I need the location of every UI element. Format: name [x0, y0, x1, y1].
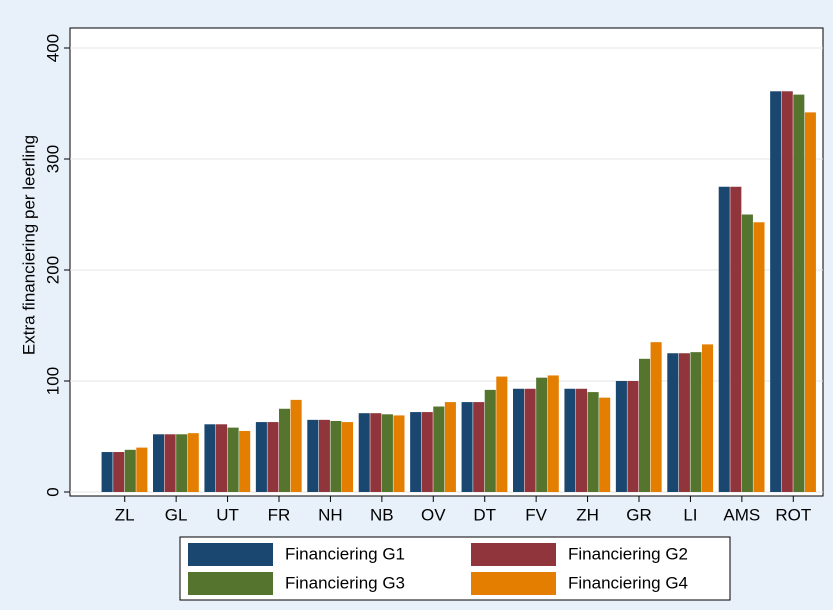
x-tick-label: DT [473, 505, 496, 524]
bar [718, 186, 730, 492]
bar [410, 412, 422, 492]
bar [421, 412, 433, 492]
x-tick-label: OV [421, 505, 446, 524]
bar [136, 447, 148, 492]
bar [615, 381, 627, 492]
y-tick-label: 200 [43, 256, 62, 284]
x-tick-label: LI [683, 505, 697, 524]
bar [576, 388, 588, 492]
bar [678, 353, 690, 492]
y-tick-label: 0 [43, 487, 62, 496]
bar [461, 402, 473, 492]
legend-swatch [471, 572, 556, 595]
legend-label: Financiering G4 [568, 573, 688, 592]
legend-swatch [471, 543, 556, 566]
bar [381, 414, 393, 492]
bar [741, 214, 753, 492]
x-tick-label: ROT [775, 505, 811, 524]
bar [730, 186, 742, 492]
bar [307, 419, 319, 492]
bar [255, 422, 267, 492]
bar [536, 377, 548, 492]
bar [473, 402, 485, 492]
x-tick-label: ZH [576, 505, 599, 524]
x-tick-label: GL [165, 505, 188, 524]
bar [358, 413, 370, 492]
bar [153, 434, 165, 492]
bar [164, 434, 176, 492]
legend-label: Financiering G3 [285, 573, 405, 592]
x-tick-label: FR [268, 505, 291, 524]
bar [599, 397, 611, 492]
bar [101, 452, 113, 492]
bar [318, 419, 330, 492]
legend-swatch [188, 572, 273, 595]
x-tick-label: AMS [723, 505, 760, 524]
bar [484, 389, 496, 492]
y-tick-label: 400 [43, 34, 62, 62]
bar [781, 91, 793, 492]
bar [770, 91, 782, 492]
legend-label: Financiering G2 [568, 544, 688, 563]
bar [267, 422, 279, 492]
bar [204, 424, 216, 492]
bar [444, 402, 456, 492]
bar [216, 424, 228, 492]
bar [433, 406, 445, 492]
y-tick-label: 300 [43, 145, 62, 173]
bar [804, 112, 816, 492]
bar [587, 392, 599, 492]
x-tick-label: NB [370, 505, 394, 524]
bar [342, 422, 354, 492]
y-axis-title: Extra financiering per leerling [19, 135, 38, 355]
bar [496, 376, 508, 492]
x-tick-label: UT [216, 505, 239, 524]
bar [690, 352, 702, 492]
bar [370, 413, 382, 492]
x-tick-label: FV [525, 505, 547, 524]
x-tick-label: GR [626, 505, 652, 524]
bar [290, 399, 302, 492]
y-tick-label: 100 [43, 367, 62, 395]
bar [650, 342, 662, 492]
bar [547, 375, 559, 492]
bar [113, 452, 125, 492]
legend-label: Financiering G1 [285, 544, 405, 563]
bar [627, 381, 639, 492]
bar [639, 358, 651, 492]
bar [239, 430, 251, 492]
bar [279, 408, 291, 492]
bar [524, 388, 536, 492]
bar [793, 94, 805, 493]
bar [124, 449, 136, 492]
x-tick-label: ZL [115, 505, 135, 524]
bar [564, 388, 576, 492]
bar [330, 420, 342, 492]
bar [753, 222, 765, 492]
bar [227, 427, 239, 492]
bar [702, 344, 714, 492]
x-tick-label: NH [318, 505, 343, 524]
bar [187, 433, 199, 492]
bar [393, 415, 405, 492]
bar [176, 434, 188, 492]
legend-swatch [188, 543, 273, 566]
bar [667, 353, 679, 492]
bar [513, 388, 525, 492]
